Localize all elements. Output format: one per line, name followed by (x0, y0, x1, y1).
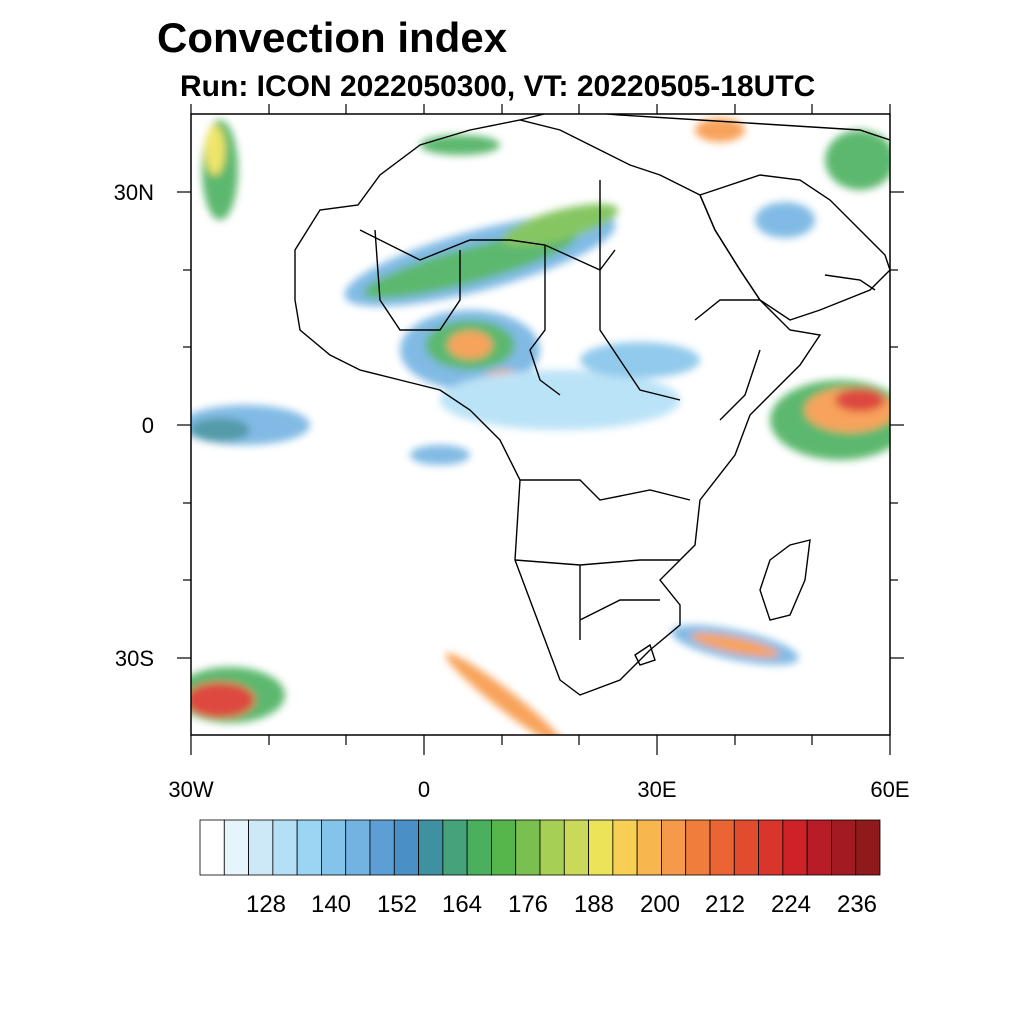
field-blob (825, 130, 890, 190)
colorbar-label: 152 (377, 891, 417, 918)
colorbar-swatch (612, 819, 638, 876)
convection-field (191, 118, 890, 735)
colorbar-label: 224 (771, 891, 811, 918)
lat-label-0: 0 (142, 413, 154, 438)
border (824, 274, 876, 291)
colorbar-swatch (661, 819, 687, 876)
colorbar-swatch (636, 819, 662, 876)
colorbar-swatch (782, 819, 808, 876)
field-blob (835, 388, 885, 412)
colorbar-swatch (272, 819, 298, 876)
colorbar-swatch (418, 819, 444, 876)
lon-label-60e: 60E (870, 777, 909, 802)
colorbar-swatch (223, 819, 249, 876)
field-blob (205, 125, 225, 175)
axis-ticks (177, 104, 904, 755)
border (374, 229, 461, 331)
colorbar-swatch (588, 819, 614, 876)
colorbar-swatch (855, 819, 881, 876)
colorbar-label: 176 (508, 891, 548, 918)
colorbar-label: 140 (311, 891, 351, 918)
colorbar-swatch (393, 819, 419, 876)
chart-title: Convection index (157, 14, 508, 61)
colorbar-swatch (248, 819, 274, 876)
colorbar-swatch (321, 819, 347, 876)
colorbar-swatch (709, 819, 735, 876)
colorbar-label: 200 (640, 891, 680, 918)
colorbar-swatch (199, 819, 225, 876)
colorbar-swatch (296, 819, 322, 876)
arabia-outline (699, 174, 890, 321)
colorbar-labels: 128 140 152 164 176 188 200 212 224 236 (246, 891, 877, 918)
colorbar-label: 164 (442, 891, 482, 918)
lat-label-30n: 30N (114, 180, 154, 205)
field-blob (420, 135, 500, 155)
field-blob (440, 370, 680, 430)
field-blob (445, 653, 565, 735)
colorbar-swatch (733, 819, 759, 876)
colorbar-swatch (466, 819, 492, 876)
field-blob (191, 418, 250, 442)
lon-label-30w: 30W (168, 777, 213, 802)
colorbar-label: 212 (705, 891, 745, 918)
field-blob (191, 682, 255, 718)
colorbar-swatch (758, 819, 784, 876)
field-blob (410, 445, 470, 465)
colorbar-swatch (563, 819, 589, 876)
field-blob (695, 118, 745, 142)
colorbar-swatch (806, 819, 832, 876)
colorbar-swatch (345, 819, 371, 876)
field-blob (580, 342, 700, 378)
lesotho-outline (634, 643, 656, 666)
colorbar-swatch (442, 819, 468, 876)
colorbar-swatch (369, 819, 395, 876)
colorbar-swatch (539, 819, 565, 876)
colorbar-swatch (515, 819, 541, 876)
border (529, 245, 561, 396)
colorbar-label: 236 (837, 891, 877, 918)
mediterranean-coast (519, 114, 890, 141)
field-blob (448, 331, 492, 359)
colorbar-label: 128 (246, 891, 286, 918)
field-blob (690, 632, 780, 658)
border (514, 559, 680, 566)
lat-label-30s: 30S (115, 646, 154, 671)
border (520, 479, 691, 501)
colorbar (199, 819, 881, 876)
field-blob (501, 203, 619, 247)
madagascar-outline (759, 539, 811, 621)
coastlines (294, 114, 890, 696)
colorbar-swatch (831, 819, 857, 876)
colorbar-swatch (685, 819, 711, 876)
field-blob (363, 231, 577, 299)
field-blob (755, 202, 815, 238)
colorbar-swatch (491, 819, 517, 876)
border (579, 599, 660, 621)
africa-outline (294, 119, 822, 696)
lon-label-0: 0 (418, 777, 430, 802)
border (694, 299, 760, 321)
chart-subtitle: Run: ICON 2022050300, VT: 20220505-18UTC (180, 70, 816, 103)
border (599, 180, 681, 401)
colorbar-label: 188 (574, 891, 614, 918)
lon-label-30e: 30E (637, 777, 676, 802)
border (719, 349, 761, 421)
